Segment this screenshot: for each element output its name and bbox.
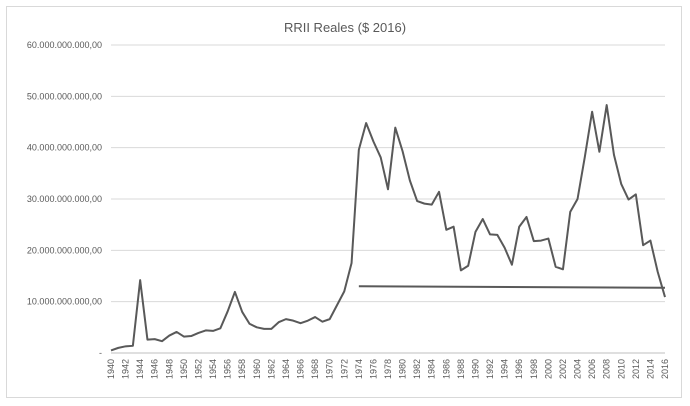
x-tick-label: 1940 [106,359,116,379]
x-tick-label: 1950 [179,359,189,379]
x-tick-label: 1978 [383,359,393,379]
chart-title: RRII Reales ($ 2016) [284,20,406,35]
x-tick-label: 1960 [252,359,262,379]
y-tick-label: 10.000.000.000,00 [27,297,102,307]
x-tick-label: 1958 [237,359,247,379]
series-lines [110,104,666,352]
y-tick-label: - [99,348,102,358]
y-tick-label: 40.000.000.000,00 [27,143,102,153]
x-tick-label: 1952 [193,359,203,379]
x-tick-label: 2012 [631,359,641,379]
x-tick-label: 1972 [339,359,349,379]
chart-frame: RRII Reales ($ 2016) - 10.000.000.000,00 2… [6,6,682,398]
x-tick-label: 2008 [602,359,612,379]
gridlines [111,44,665,354]
x-tick-label: 1964 [281,359,291,379]
x-tick-label: 1992 [485,359,495,379]
x-tick-label: 1982 [412,359,422,379]
x-tick-label: 1942 [121,359,131,379]
line-chart: RRII Reales ($ 2016) - 10.000.000.000,00 2… [27,20,670,379]
x-tick-label: 1998 [529,359,539,379]
x-tick-label: 1954 [208,359,218,379]
x-tick-label: 2004 [573,359,583,379]
x-tick-label: 1974 [354,359,364,379]
x-tick-label: 1994 [500,359,510,379]
y-tick-label: 20.000.000.000,00 [27,245,102,255]
x-tick-label: 1944 [135,359,145,379]
y-tick-label: 50.000.000.000,00 [27,91,102,101]
x-tick-label: 1946 [150,359,160,379]
x-tick-label: 2010 [616,359,626,379]
x-tick-label: 1996 [514,359,524,379]
x-tick-label: 1984 [427,359,437,379]
x-tick-label: 1948 [164,359,174,379]
x-tick-label: 1990 [470,359,480,379]
x-tick-label: 2002 [558,359,568,379]
x-tick-label: 1988 [456,359,466,379]
series-line-1 [358,285,666,289]
y-tick-label: 30.000.000.000,00 [27,194,102,204]
x-tick-label: 1970 [325,359,335,379]
y-axis-tick-labels: - 10.000.000.000,00 20.000.000.000,00 30.00… [27,40,102,358]
x-tick-label: 1956 [223,359,233,379]
x-tick-label: 2014 [645,359,655,379]
x-tick-label: 1976 [368,359,378,379]
x-tick-label: 2016 [660,359,670,379]
x-tick-label: 1968 [310,359,320,379]
y-tick-label: 60.000.000.000,00 [27,40,102,50]
series-line-0 [110,104,666,352]
x-tick-label: 2000 [543,359,553,379]
x-axis-tick-labels: 1940 1942 1944 1946 1948 1950 1952 1954 1956 1958… [106,359,670,379]
x-tick-label: 2006 [587,359,597,379]
x-tick-label: 1986 [441,359,451,379]
x-tick-label: 1962 [266,359,276,379]
x-tick-label: 1966 [296,359,306,379]
x-tick-label: 1980 [398,359,408,379]
